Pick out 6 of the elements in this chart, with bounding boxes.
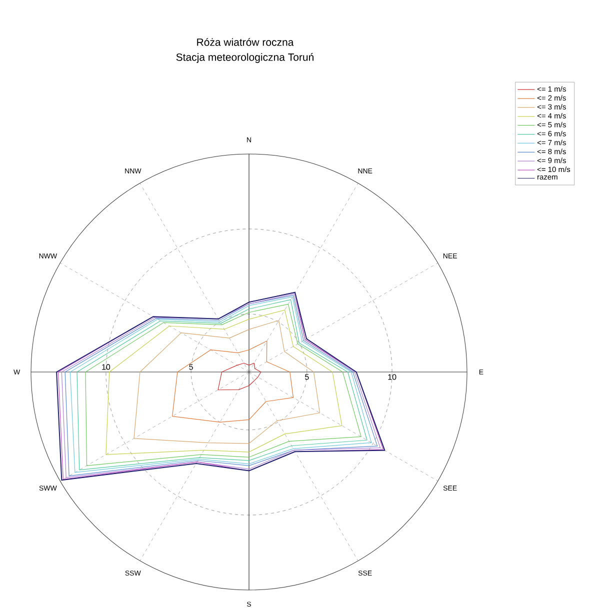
y-tick-label: 5: [304, 374, 309, 380]
y-tick-label: 5: [189, 364, 193, 370]
y-tick-label: 10: [388, 374, 396, 380]
y-tick-label: 10: [102, 364, 110, 370]
chart-title: Róża wiatrów roczna: [197, 38, 294, 46]
chart-subtitle: Stacja meteorologiczna Toruń: [176, 53, 314, 63]
